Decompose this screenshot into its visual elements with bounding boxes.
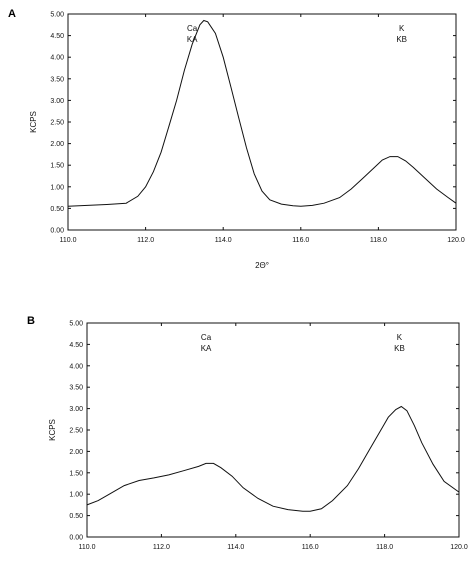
y-tick-label: 0.00	[50, 228, 64, 235]
x-tick-label: 116.0	[292, 237, 309, 244]
y-tick-label: 4.50	[50, 33, 64, 40]
peak-annotation-element: Ca	[187, 24, 198, 33]
y-tick-label: 1.50	[69, 470, 83, 477]
x-tick-label: 120.0	[450, 544, 468, 551]
y-tick-label: 4.50	[69, 342, 83, 349]
spectrum-line	[86, 405, 460, 512]
y-tick-label: 2.00	[69, 449, 83, 456]
x-tick-label: 116.0	[302, 544, 319, 551]
y-tick-label: 2.50	[69, 428, 83, 435]
peak-annotation-element: K	[399, 24, 405, 33]
y-tick-label: 3.50	[50, 76, 64, 83]
y-tick-label: 3.50	[69, 385, 83, 392]
y-axis-label: KCPS	[48, 419, 57, 441]
x-axis-label: 2Θ°	[255, 261, 269, 270]
y-axis-label: KCPS	[29, 111, 38, 133]
y-tick-label: 4.00	[50, 55, 64, 62]
spectrum-line	[67, 19, 457, 207]
y-tick-label: 0.50	[69, 513, 83, 520]
peak-annotation-element: K	[397, 333, 403, 342]
x-tick-label: 112.0	[153, 544, 170, 551]
y-tick-label: 0.50	[50, 206, 64, 213]
peak-annotation-element: Ca	[201, 333, 212, 342]
y-tick-label: 1.50	[50, 163, 64, 170]
x-tick-label: 112.0	[137, 237, 154, 244]
y-tick-label: 3.00	[69, 406, 83, 413]
y-tick-label: 4.00	[69, 363, 83, 370]
peak-annotation-line: KA	[201, 344, 212, 353]
peak-annotation-line: KB	[396, 35, 407, 44]
panel-label: B	[27, 315, 35, 327]
y-tick-label: 2.50	[50, 120, 64, 127]
y-tick-label: 1.00	[69, 492, 83, 499]
y-tick-label: 5.00	[50, 12, 64, 19]
y-tick-label: 2.00	[50, 141, 64, 148]
x-tick-label: 114.0	[227, 544, 244, 551]
plot-frame	[67, 13, 457, 231]
chart-panel-a: A 0.00 0.50 1.00 1.50 2.00 2.50 3.00 3.50 4.00 4.5…	[8, 8, 465, 270]
x-tick-label: 114.0	[215, 237, 232, 244]
panel-label: A	[8, 8, 16, 20]
peak-annotation-line: KB	[394, 344, 405, 353]
peak-annotation-line: KA	[187, 35, 198, 44]
x-tick-label: 118.0	[370, 237, 387, 244]
x-tick-label: 120.0	[447, 237, 465, 244]
x-tick-label: 118.0	[376, 544, 393, 551]
x-tick-label: 110.0	[79, 544, 96, 551]
x-tick-label: 110.0	[60, 237, 77, 244]
y-tick-label: 5.00	[69, 321, 83, 328]
chart-panel-b: B 0.00 0.50 1.00 1.50 2.00 2.50 3.00 3.50 4.00 4.5…	[27, 315, 468, 551]
y-tick-label: 1.00	[50, 184, 64, 191]
plot-frame	[86, 322, 460, 538]
y-tick-label: 3.00	[50, 98, 64, 105]
y-tick-label: 0.00	[69, 535, 83, 542]
